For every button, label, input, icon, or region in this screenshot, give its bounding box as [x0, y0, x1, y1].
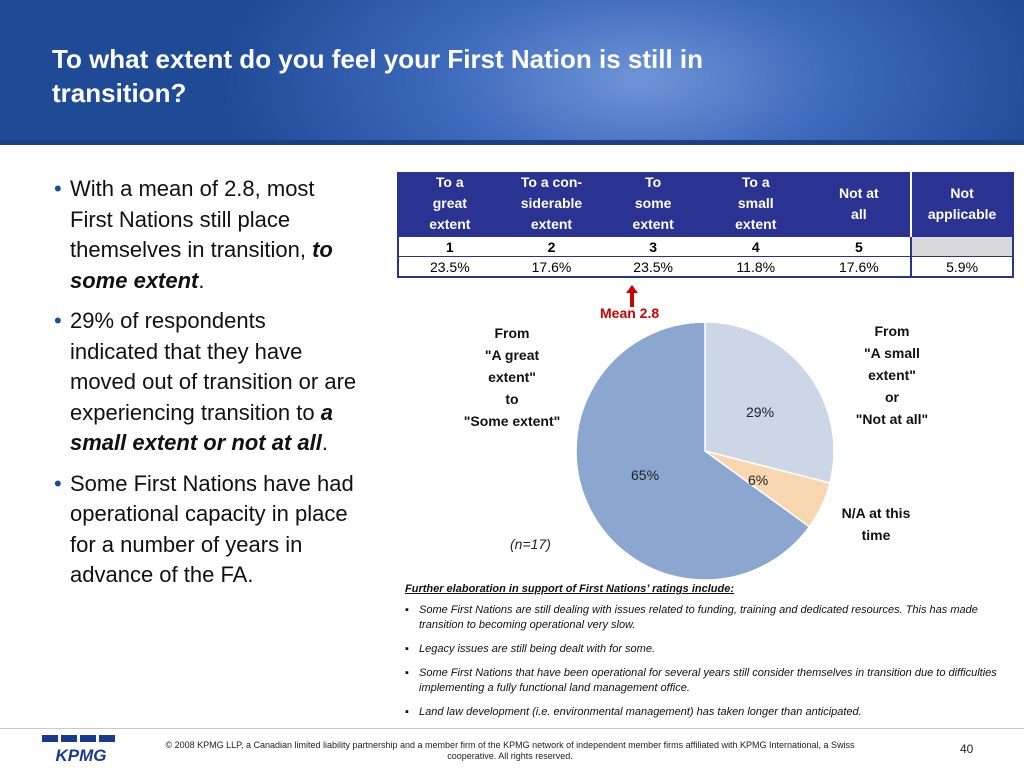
bullet-item: With a mean of 2.8, most First Nations s…: [48, 174, 358, 296]
scale-code-cell: [910, 235, 1013, 257]
scale-percent-cell: 23.5%: [602, 256, 704, 278]
scale-table-percent-row: 23.5% 17.6% 23.5% 11.8% 17.6% 5.9%: [398, 256, 1013, 278]
note-item: Land law development (i.e. environmental…: [405, 705, 1005, 720]
scale-header-line: great: [432, 195, 467, 211]
scale-header-1: To a great extent: [398, 172, 501, 236]
scale-header-line: Not: [950, 184, 974, 201]
scale-header-line: extent: [735, 216, 777, 232]
kpmg-logo: KPMG: [42, 735, 115, 765]
bullet-emphasis: a small extent or not at all: [70, 399, 333, 456]
bullet-item: 29% of respondents indicated that they h…: [48, 306, 358, 459]
scale-percent-cell: 17.6%: [807, 256, 912, 278]
scale-code-cell: 3: [602, 235, 704, 257]
scale-percent-cell: 5.9%: [910, 256, 1013, 278]
scale-percent-cell: 11.8%: [703, 256, 808, 278]
bullet-list: With a mean of 2.8, most First Nations s…: [48, 174, 358, 601]
bullet-text-end: .: [321, 430, 328, 455]
scale-table-header-row: To a great extent To a con-siderable extent T…: [398, 172, 1013, 236]
pie-slice-label: N/A at this time: [821, 502, 931, 546]
pie-slice-label-line: "A great: [484, 347, 540, 363]
pie-slice-label-line: N/A at this: [841, 505, 911, 521]
scale-header-line: extent: [429, 216, 471, 232]
scale-code-cell: 2: [500, 235, 603, 257]
bullet-emphasis: to some extent: [70, 237, 333, 293]
pie-slice-label-line: extent": [488, 369, 536, 385]
sample-size-label: (n=17): [510, 536, 551, 552]
pie-slice-label-line: to: [505, 391, 519, 407]
bullet-text-end: .: [198, 267, 205, 293]
mean-label: Mean 2.8: [600, 305, 660, 321]
pie-slice-label-line: extent": [868, 367, 916, 383]
pie-slice-percent: 29%: [746, 404, 775, 420]
copyright-text: © 2008 KPMG LLP, a Canadian limited liab…: [165, 740, 855, 761]
bullet-text: With a mean of 2.8, most First Nations s…: [70, 176, 315, 262]
scale-code-cell: 5: [807, 235, 912, 257]
pie-slice: [575, 321, 811, 581]
pie-slice-label-line: From: [494, 325, 530, 341]
scale-percent-cell: 23.5%: [398, 256, 501, 278]
scale-header-line: extent: [530, 216, 573, 232]
scale-header-line: applicable: [927, 205, 997, 222]
pie-slice-percent: 65%: [631, 467, 660, 483]
header-band: [0, 140, 1024, 145]
scale-header-line: To: [645, 174, 662, 190]
scale-table: To a great extent To a con-siderable extent T…: [397, 172, 1014, 278]
scale-header-line: To a: [741, 174, 770, 190]
bullet-text: 29% of respondents indicated that they h…: [70, 308, 357, 425]
pie-slice-label-line: "Some extent": [463, 413, 561, 429]
scale-header-line: Not at: [839, 184, 879, 201]
notes-list: Some First Nations are still dealing wit…: [405, 603, 1005, 720]
scale-code-cell: 4: [703, 235, 808, 257]
page-number: 40: [960, 742, 974, 756]
pie-slice-label: From "A great extent" to "Some extent": [447, 322, 577, 432]
scale-header-4: To a small extent: [703, 172, 808, 236]
scale-header-line: siderable: [520, 195, 583, 211]
note-item: Some First Nations that have been operat…: [405, 666, 1005, 696]
pie-slice-label-line: "A small: [864, 345, 920, 361]
bullet-item: Some First Nations have had operational …: [48, 469, 358, 591]
pie-slice-label-line: "Not at all": [855, 411, 929, 427]
slide-title: To what extent do you feel your First Na…: [52, 44, 704, 108]
notes-heading: Further elaboration in support of First …: [405, 583, 734, 595]
pie-slice-label-line: From: [874, 323, 910, 339]
note-item: Some First Nations are still dealing wit…: [405, 603, 1005, 633]
note-item: Legacy issues are still being dealt with…: [405, 642, 1005, 657]
scale-header-line: extent: [632, 216, 674, 232]
scale-header-line: To a con-: [520, 174, 583, 190]
scale-header-line: some: [634, 195, 672, 211]
bullet-text: Some First Nations have had operational …: [70, 470, 354, 588]
pie-slice-label-line: or: [885, 389, 899, 405]
mean-arrow-icon: [626, 285, 638, 307]
scale-code-cell: 1: [398, 235, 501, 257]
pie-slice-percent: 6%: [748, 472, 769, 488]
scale-percent-cell: 17.6%: [500, 256, 603, 278]
footer-rule: [0, 728, 1024, 729]
slide-header: [0, 0, 1024, 145]
pie-slice-label: From "A small extent" or "Not at all": [837, 320, 947, 430]
pie-slice-label-line: time: [861, 527, 891, 543]
pie-slice: [704, 321, 835, 484]
scale-header-3: To some extent: [602, 172, 704, 236]
scale-header-5: Not at all: [807, 172, 912, 236]
scale-header-line: all: [851, 205, 867, 222]
scale-header-6: Not applicable: [910, 172, 1013, 236]
scale-header-line: small: [737, 195, 774, 211]
elaboration-notes: Further elaboration in support of First …: [405, 583, 1005, 729]
scale-header-line: To a: [435, 174, 464, 190]
scale-header-2: To a con-siderable extent: [500, 172, 603, 236]
logo-text: KPMG: [56, 746, 107, 765]
